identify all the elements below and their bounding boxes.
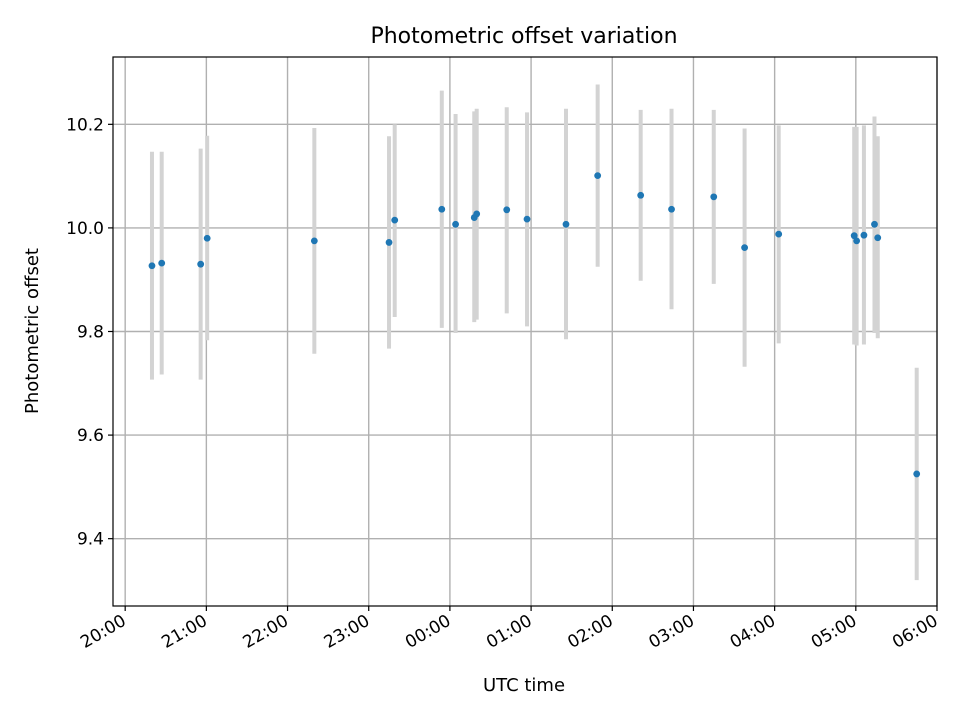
data-point [871, 220, 878, 228]
data-point [775, 230, 783, 238]
data-point [391, 216, 399, 224]
data-point [562, 220, 570, 228]
error-bars [149, 84, 919, 581]
data-point [310, 237, 318, 245]
x-tick-label: 20:00 [77, 611, 129, 653]
data-point [438, 205, 446, 213]
x-tick-label: 01:00 [483, 611, 535, 653]
data-point [853, 237, 861, 245]
y-tick-label: 9.8 [77, 323, 104, 343]
x-tick-label: 05:00 [808, 611, 860, 653]
data-point [710, 193, 718, 201]
data-point [503, 206, 511, 214]
data-point [637, 191, 645, 199]
y-axis-label: Photometric offset [22, 248, 43, 414]
data-point [741, 244, 748, 251]
grid [113, 57, 938, 606]
x-tick-label: 06:00 [889, 611, 941, 653]
data-point [203, 234, 211, 242]
x-tick-label: 04:00 [727, 611, 779, 653]
data-point [148, 262, 156, 270]
data-point [385, 239, 393, 246]
data-point [452, 220, 459, 228]
data-point [668, 205, 675, 213]
x-tick-label: 02:00 [564, 611, 616, 653]
y-tick-label: 10.2 [66, 115, 104, 135]
data-points [148, 172, 921, 478]
y-tick-label: 9.6 [77, 426, 104, 446]
data-point [158, 259, 166, 267]
x-axis-ticks: 20:00 21:00 22:00 23:00 00:00 01:00 02:00 03:00… [77, 606, 942, 653]
data-point [913, 470, 921, 478]
chart-title: Photometric offset variation [370, 24, 677, 49]
y-axis-ticks: 9.4 9.6 9.8 10.0 10.2 [66, 115, 113, 550]
data-point [473, 210, 481, 218]
x-axis-label: UTC time [483, 675, 565, 696]
data-point [523, 215, 531, 223]
data-point [850, 232, 858, 240]
data-point [197, 260, 205, 268]
x-tick-label: 23:00 [321, 611, 373, 653]
x-tick-label: 22:00 [240, 611, 292, 653]
data-point [874, 234, 882, 242]
y-tick-label: 10.0 [66, 219, 104, 239]
x-tick-label: 00:00 [402, 611, 454, 653]
data-point [594, 172, 602, 180]
data-point [860, 231, 868, 239]
x-tick-label: 21:00 [158, 611, 210, 653]
x-tick-label: 03:00 [646, 611, 698, 653]
y-tick-label: 9.4 [77, 530, 104, 550]
